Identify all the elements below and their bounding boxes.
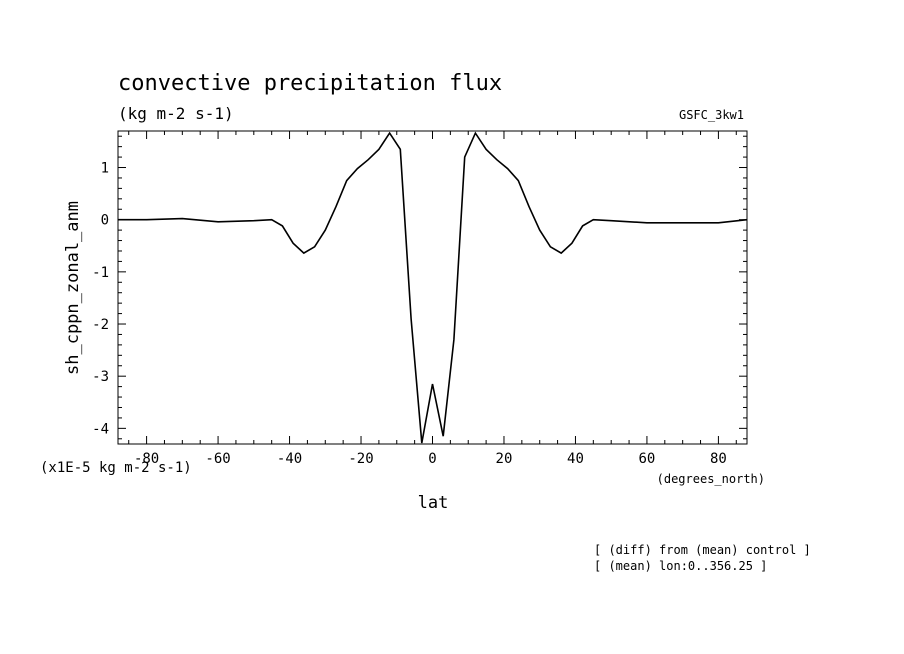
x-minor-ticks — [128, 131, 737, 444]
x-tick-label: -20 — [348, 451, 373, 467]
x-tick-label: 20 — [496, 451, 513, 467]
y-axis-ticks: 1 0 -1 -2 -3 -4 — [92, 161, 747, 437]
y-axis-label: sh_cppn_zonal_anm — [63, 201, 83, 375]
series-line — [118, 131, 748, 444]
x-tick-label: 60 — [639, 451, 656, 467]
y-tick-label: -1 — [92, 265, 109, 281]
y-scale-note: (x1E-5 kg m-2 s-1) — [40, 460, 192, 476]
y-minor-ticks — [118, 135, 747, 440]
x-tick-label: 40 — [567, 451, 584, 467]
chart-subtitle: (kg m-2 s-1) — [118, 104, 234, 123]
note-mean: [ (mean) lon:0..356.25 ] — [594, 559, 767, 573]
x-axis-ticks: -80 -60 -40 -20 0 20 40 60 80 — [134, 131, 727, 467]
x-tick-label: 80 — [710, 451, 727, 467]
x-axis-label: lat — [418, 493, 449, 513]
y-tick-label: 1 — [101, 161, 109, 177]
x-tick-label: 0 — [428, 451, 436, 467]
chart-title: convective precipitation flux — [118, 71, 502, 96]
x-tick-label: -80 — [134, 451, 159, 467]
y-tick-label: -4 — [92, 421, 109, 437]
y-tick-label: 0 — [101, 213, 109, 229]
y-tick-label: -2 — [92, 317, 109, 333]
model-label: GSFC_3kw1 — [679, 108, 744, 122]
y-tick-label: -3 — [92, 369, 109, 385]
note-diff: [ (diff) from (mean) control ] — [594, 543, 811, 557]
plot-frame — [117, 130, 748, 445]
x-units: (degrees_north) — [657, 472, 765, 486]
x-tick-label: -40 — [277, 451, 302, 467]
x-tick-label: -60 — [205, 451, 230, 467]
